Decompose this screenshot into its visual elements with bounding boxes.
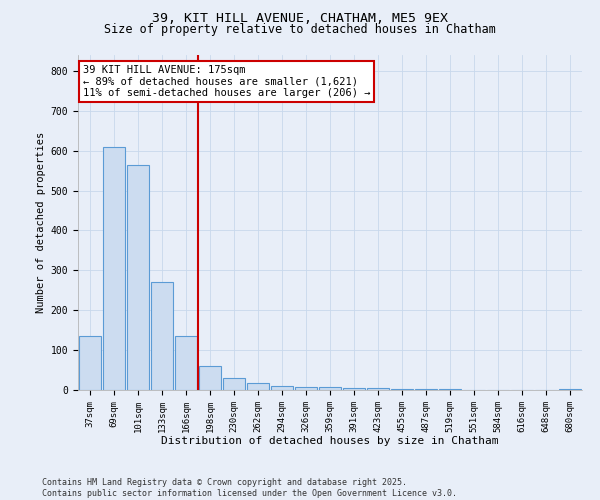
Bar xyxy=(343,388,365,390)
Bar xyxy=(175,336,197,390)
Y-axis label: Number of detached properties: Number of detached properties xyxy=(37,132,46,313)
X-axis label: Distribution of detached houses by size in Chatham: Distribution of detached houses by size … xyxy=(161,436,499,446)
Text: Size of property relative to detached houses in Chatham: Size of property relative to detached ho… xyxy=(104,22,496,36)
Bar xyxy=(415,389,437,390)
Bar xyxy=(319,387,341,390)
Bar xyxy=(103,146,125,390)
Bar xyxy=(79,336,101,390)
Bar xyxy=(127,164,149,390)
Bar xyxy=(151,282,173,390)
Text: Contains HM Land Registry data © Crown copyright and database right 2025.
Contai: Contains HM Land Registry data © Crown c… xyxy=(42,478,457,498)
Text: 39 KIT HILL AVENUE: 175sqm
← 89% of detached houses are smaller (1,621)
11% of s: 39 KIT HILL AVENUE: 175sqm ← 89% of deta… xyxy=(83,65,371,98)
Bar xyxy=(367,388,389,390)
Bar xyxy=(559,389,581,390)
Bar xyxy=(223,378,245,390)
Bar xyxy=(295,387,317,390)
Bar xyxy=(271,386,293,390)
Bar xyxy=(439,389,461,390)
Bar xyxy=(391,389,413,390)
Bar xyxy=(199,366,221,390)
Bar xyxy=(247,383,269,390)
Text: 39, KIT HILL AVENUE, CHATHAM, ME5 9EX: 39, KIT HILL AVENUE, CHATHAM, ME5 9EX xyxy=(152,12,448,26)
